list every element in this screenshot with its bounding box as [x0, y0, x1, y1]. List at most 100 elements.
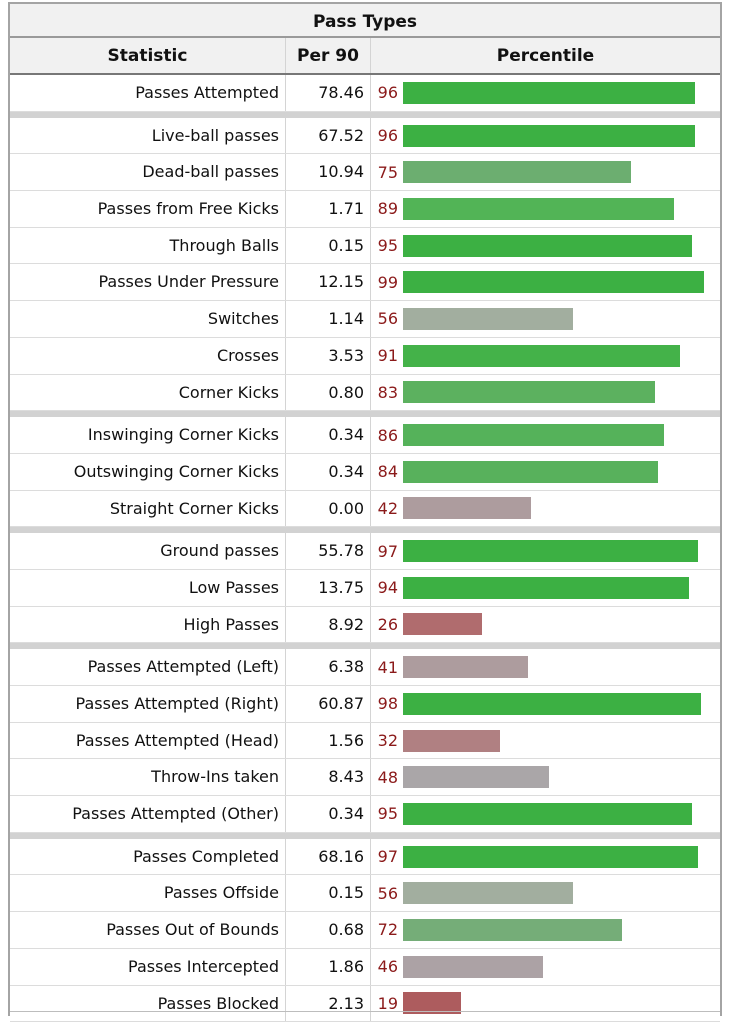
per90-value: 68.16	[286, 839, 371, 875]
percentile-bar	[403, 846, 698, 868]
percentile-bar	[403, 803, 692, 825]
percentile-cell: 99	[371, 264, 720, 300]
percentile-value: 97	[371, 542, 403, 561]
percentile-cell: 75	[371, 154, 720, 190]
statistic-name: High Passes	[10, 607, 286, 643]
percentile-value: 72	[371, 920, 403, 939]
percentile-bar	[403, 919, 622, 941]
pass-types-table: Pass Types Statistic Per 90 Percentile P…	[8, 2, 722, 1016]
per90-value: 13.75	[286, 570, 371, 606]
percentile-bar	[403, 381, 655, 403]
per90-value: 0.15	[286, 875, 371, 911]
statistic-name: Crosses	[10, 338, 286, 374]
statistic-name: Inswinging Corner Kicks	[10, 417, 286, 453]
percentile-value: 84	[371, 462, 403, 481]
statistic-name: Switches	[10, 301, 286, 337]
percentile-value: 99	[371, 273, 403, 292]
percentile-cell: 42	[371, 491, 720, 527]
statistic-name: Outswinging Corner Kicks	[10, 454, 286, 490]
percentile-cell: 97	[371, 839, 720, 875]
percentile-cell: 72	[371, 912, 720, 948]
per90-value: 0.00	[286, 491, 371, 527]
statistic-name: Throw-Ins taken	[10, 759, 286, 795]
per90-value: 0.15	[286, 228, 371, 264]
percentile-value: 32	[371, 731, 403, 750]
per90-value: 0.34	[286, 454, 371, 490]
percentile-value: 95	[371, 236, 403, 255]
per90-value: 78.46	[286, 75, 371, 111]
percentile-value: 48	[371, 768, 403, 787]
percentile-bar	[403, 766, 549, 788]
per90-value: 10.94	[286, 154, 371, 190]
percentile-value: 98	[371, 694, 403, 713]
percentile-cell: 48	[371, 759, 720, 795]
per90-value: 60.87	[286, 686, 371, 722]
percentile-value: 96	[371, 126, 403, 145]
percentile-bar	[403, 308, 573, 330]
header-per90[interactable]: Per 90	[286, 38, 371, 73]
table-header-row: Statistic Per 90 Percentile	[10, 38, 720, 75]
percentile-cell: 95	[371, 228, 720, 264]
statistic-name: Ground passes	[10, 533, 286, 569]
percentile-bar	[403, 161, 631, 183]
statistic-name: Passes Completed	[10, 839, 286, 875]
statistic-name: Passes from Free Kicks	[10, 191, 286, 227]
percentile-cell: 97	[371, 533, 720, 569]
percentile-value: 89	[371, 199, 403, 218]
header-percentile[interactable]: Percentile	[371, 38, 720, 73]
statistic-name: Passes Attempted (Right)	[10, 686, 286, 722]
percentile-bar	[403, 198, 674, 220]
statistic-name: Passes Attempted (Left)	[10, 649, 286, 685]
per90-value: 1.71	[286, 191, 371, 227]
statistic-name: Passes Under Pressure	[10, 264, 286, 300]
percentile-value: 94	[371, 578, 403, 597]
percentile-cell: 96	[371, 118, 720, 154]
per90-value: 0.68	[286, 912, 371, 948]
percentile-cell: 95	[371, 796, 720, 832]
percentile-cell: 46	[371, 949, 720, 985]
statistic-name: Straight Corner Kicks	[10, 491, 286, 527]
percentile-cell: 91	[371, 338, 720, 374]
statistic-name: Live-ball passes	[10, 118, 286, 154]
percentile-value: 26	[371, 615, 403, 634]
per90-value: 67.52	[286, 118, 371, 154]
percentile-cell: 84	[371, 454, 720, 490]
statistic-name: Passes Attempted (Head)	[10, 723, 286, 759]
per90-value: 6.38	[286, 649, 371, 685]
percentile-value: 95	[371, 804, 403, 823]
percentile-cell: 56	[371, 301, 720, 337]
header-statistic[interactable]: Statistic	[10, 38, 286, 73]
statistic-name: Passes Attempted	[10, 75, 286, 111]
percentile-bar	[403, 656, 528, 678]
statistic-name: Corner Kicks	[10, 375, 286, 411]
percentile-cell: 89	[371, 191, 720, 227]
per90-value: 12.15	[286, 264, 371, 300]
statistic-name: Passes Offside	[10, 875, 286, 911]
percentile-value: 46	[371, 957, 403, 976]
percentile-bar	[403, 956, 543, 978]
per90-value: 8.43	[286, 759, 371, 795]
per90-value: 0.34	[286, 417, 371, 453]
percentile-bar	[403, 235, 692, 257]
percentile-value: 97	[371, 847, 403, 866]
percentile-bar	[403, 271, 704, 293]
percentile-value: 56	[371, 309, 403, 328]
percentile-cell: 94	[371, 570, 720, 606]
per90-value: 1.56	[286, 723, 371, 759]
